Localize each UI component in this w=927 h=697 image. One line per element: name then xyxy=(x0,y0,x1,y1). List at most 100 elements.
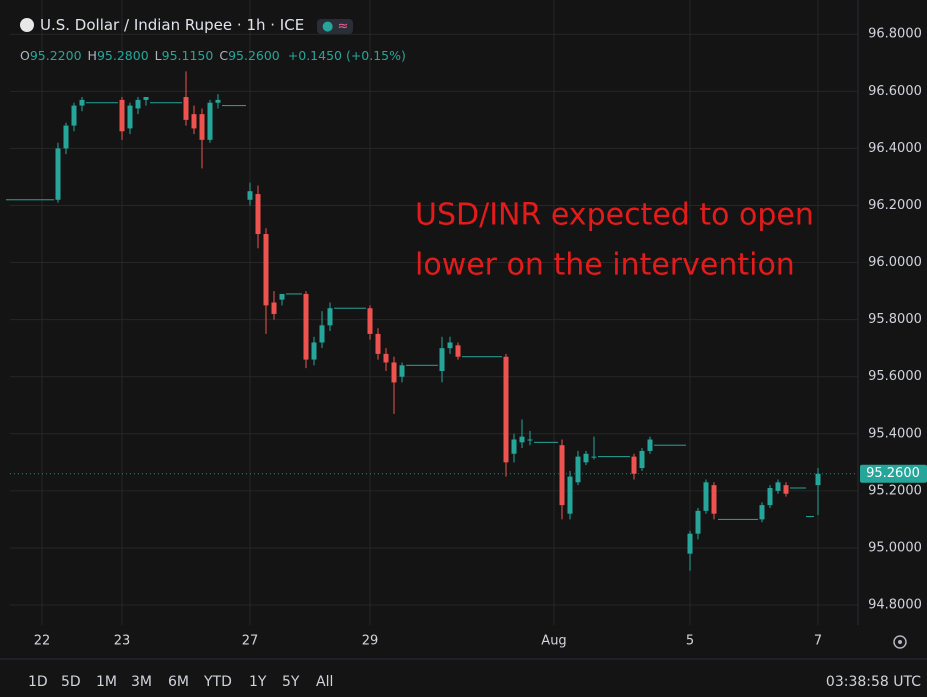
annotation: USD/INR expected to open xyxy=(415,198,814,233)
ohlc-value: 95.2200 xyxy=(29,48,82,63)
candle-body xyxy=(263,234,269,306)
candle-body xyxy=(143,97,149,100)
range-button[interactable]: 3M xyxy=(131,674,152,690)
x-tick-label: 27 xyxy=(242,634,259,649)
range-button[interactable]: 1M xyxy=(96,674,117,690)
candle-body xyxy=(759,505,765,520)
candle-body xyxy=(695,510,701,534)
candle-body xyxy=(391,362,397,383)
candle-body xyxy=(119,99,125,132)
candle-body xyxy=(199,114,205,140)
candle-body xyxy=(367,308,373,334)
candle-body xyxy=(519,436,525,443)
candle-body xyxy=(815,473,821,486)
ohlc-key: C xyxy=(219,48,229,63)
candle-body xyxy=(191,114,197,129)
grid xyxy=(10,0,858,625)
candle-body xyxy=(711,485,717,514)
y-tick-label: 95.6000 xyxy=(868,369,922,384)
range-button[interactable]: 5D xyxy=(61,674,81,690)
candle-body xyxy=(215,99,221,103)
candle-body xyxy=(383,353,389,363)
symbol-icon xyxy=(20,18,34,32)
y-tick-label: 95.4000 xyxy=(868,426,922,441)
symbol-title: U.S. Dollar / Indian Rupee · 1h · ICE xyxy=(40,16,305,34)
candle-body xyxy=(319,325,325,343)
ohlc-key: L xyxy=(154,48,162,63)
range-button[interactable]: YTD xyxy=(204,674,232,690)
ohlc-key: O xyxy=(20,48,30,63)
candle-body xyxy=(591,456,597,458)
candle-body xyxy=(183,97,189,120)
range-button[interactable]: All xyxy=(316,674,334,690)
candle-body xyxy=(647,439,653,451)
candle-body xyxy=(455,345,461,357)
header: U.S. Dollar / Indian Rupee · 1h · ICE ● … xyxy=(20,16,354,34)
candle-body xyxy=(271,302,277,314)
settings-icon-dot xyxy=(898,640,902,644)
change: +0.1450 (+0.15%) xyxy=(287,48,406,63)
candle-body xyxy=(567,476,573,514)
candle-body xyxy=(639,450,645,469)
x-tick-label: 23 xyxy=(114,634,131,649)
candle-body xyxy=(255,194,261,235)
y-tick-label: 96.4000 xyxy=(868,141,922,156)
y-tick-label: 96.0000 xyxy=(868,255,922,270)
range-button[interactable]: 5Y xyxy=(282,674,300,690)
candle-body xyxy=(767,488,773,506)
candle-body xyxy=(311,342,317,360)
candle-body xyxy=(55,148,61,200)
y-tick-label: 96.6000 xyxy=(868,84,922,99)
status-badge[interactable]: ● ≈ xyxy=(316,19,354,34)
candle-body xyxy=(279,293,285,300)
toolbar: 03:38:58 UTC 1D 5D 1M 3M 6M YTD 1Y 5Y All xyxy=(0,670,927,697)
y-tick-label: 96.2000 xyxy=(868,198,922,213)
ohlc-value: 95.2600 xyxy=(228,48,280,63)
candles xyxy=(6,71,821,571)
candle-body xyxy=(207,102,213,140)
candle-body xyxy=(687,533,693,554)
y-tick-label: 95.0000 xyxy=(868,540,922,555)
candle-body xyxy=(447,342,453,349)
candle-body xyxy=(399,365,405,377)
candle-body xyxy=(527,439,533,441)
x-tick-label: 7 xyxy=(814,634,822,649)
x-tick-label: Aug xyxy=(541,634,566,649)
candle-body xyxy=(439,348,445,372)
last-price-tag xyxy=(860,464,927,483)
settings-icon[interactable] xyxy=(893,635,907,649)
candle-body xyxy=(303,293,309,360)
candle-body xyxy=(127,105,133,129)
y-tick-label: 95.8000 xyxy=(868,312,922,327)
candle-body xyxy=(783,485,789,494)
candle-body xyxy=(583,453,589,463)
x-tick-label: 29 xyxy=(362,634,379,649)
last-price-label: 95.2600 xyxy=(866,466,920,481)
candle-body xyxy=(631,456,637,474)
candle-body xyxy=(511,439,517,454)
candle-body xyxy=(63,125,69,149)
candle-body xyxy=(71,105,77,126)
candle-body xyxy=(135,99,141,109)
x-tick-label: 22 xyxy=(34,634,51,649)
ohlc-value: 95.1150 xyxy=(161,48,214,63)
ohlc-value: 95.2800 xyxy=(96,48,149,63)
range-button[interactable]: 6M xyxy=(168,674,189,690)
range-button[interactable]: 1Y xyxy=(249,674,267,690)
x-tick-label: 5 xyxy=(686,634,694,649)
candle-body xyxy=(503,356,509,463)
range-button[interactable]: 1D xyxy=(28,674,48,690)
clock: 03:38:58 UTC xyxy=(825,674,921,690)
ohlc-key: H xyxy=(87,48,97,63)
candle-body xyxy=(375,333,381,354)
y-tick-label: 94.8000 xyxy=(868,598,922,613)
candle-body xyxy=(775,482,781,491)
ohlc-legend: O95.2200 H95.2800 L95.1150 C95.2600 +0.1450 … xyxy=(20,48,406,63)
candle-body xyxy=(575,456,581,483)
candle-body xyxy=(327,308,333,326)
candle-body xyxy=(247,191,253,200)
candle-body xyxy=(559,445,565,506)
